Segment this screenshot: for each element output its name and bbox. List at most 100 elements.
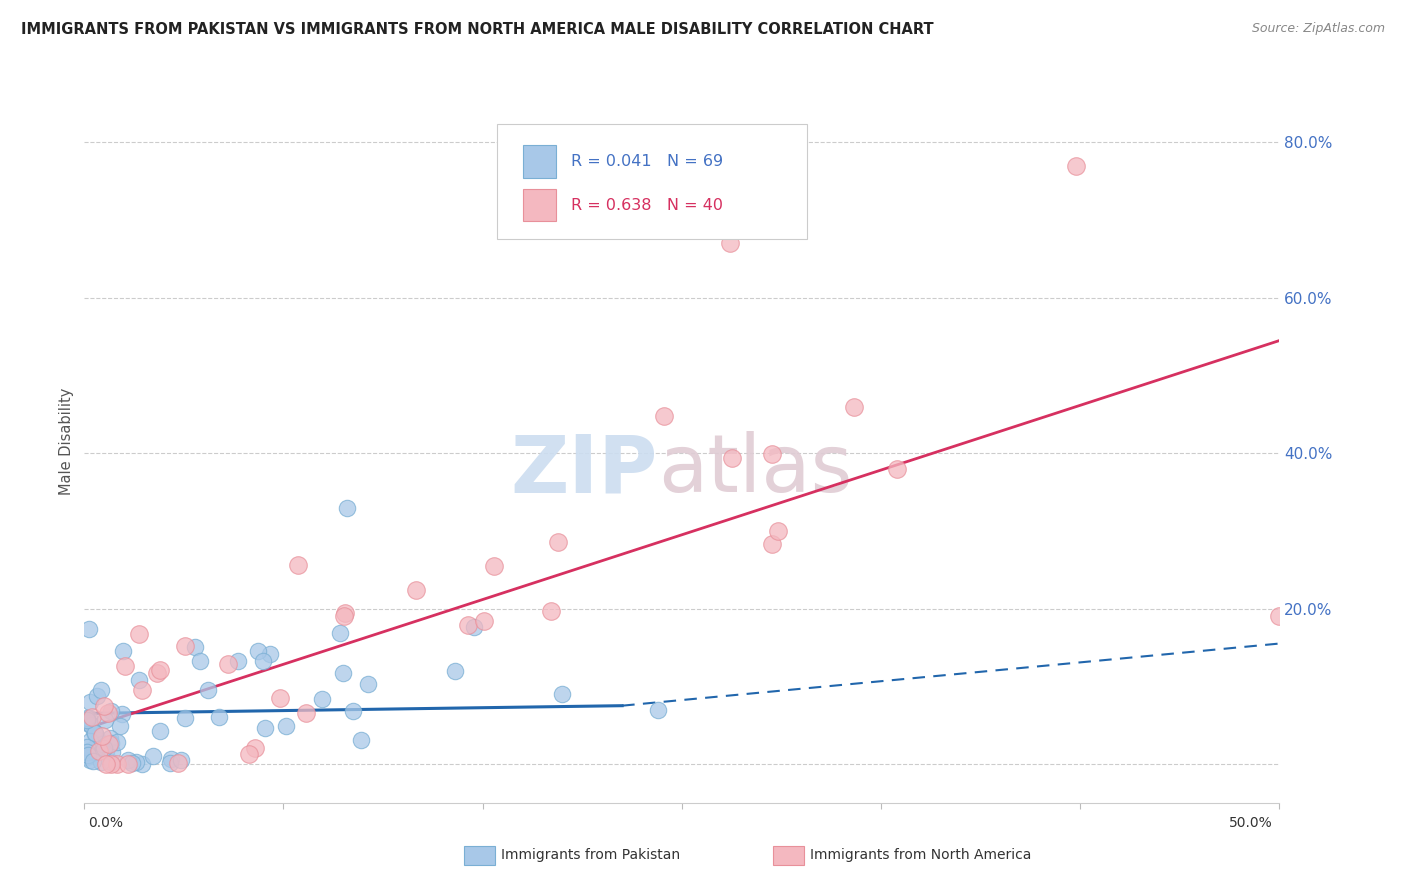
Point <box>131 683 153 698</box>
Point <box>287 558 309 572</box>
Point <box>83 725 105 739</box>
Point <box>159 756 181 771</box>
Point <box>167 756 190 771</box>
Point <box>842 400 865 414</box>
Point <box>93 698 115 713</box>
Point <box>100 745 122 759</box>
Bar <box>523 145 557 178</box>
Point <box>87 732 110 747</box>
Point <box>107 735 129 749</box>
Point <box>269 690 291 705</box>
Point <box>77 622 100 636</box>
Point <box>114 659 136 673</box>
Point <box>100 756 122 771</box>
Point <box>149 663 172 677</box>
Point <box>93 740 115 755</box>
Point <box>463 620 485 634</box>
Point <box>94 756 117 771</box>
Point <box>170 753 193 767</box>
Point <box>76 745 98 759</box>
Point <box>77 711 100 725</box>
Point <box>357 677 380 691</box>
Point <box>217 657 239 671</box>
Point <box>551 687 574 701</box>
Point <box>80 718 103 732</box>
Point <box>332 666 354 681</box>
Point <box>647 702 669 716</box>
Point <box>311 691 333 706</box>
Point <box>295 706 318 721</box>
Point <box>76 739 98 754</box>
Point <box>246 644 269 658</box>
Point <box>761 537 783 551</box>
Point <box>121 756 143 770</box>
Point <box>474 614 496 628</box>
Text: 50.0%: 50.0% <box>1229 816 1272 830</box>
Point <box>197 682 219 697</box>
FancyBboxPatch shape <box>496 124 807 239</box>
Point <box>117 753 139 767</box>
Point <box>208 710 231 724</box>
Text: IMMIGRANTS FROM PAKISTAN VS IMMIGRANTS FROM NORTH AMERICA MALE DISABILITY CORREL: IMMIGRANTS FROM PAKISTAN VS IMMIGRANTS F… <box>21 22 934 37</box>
Point <box>188 653 211 667</box>
Y-axis label: Male Disability: Male Disability <box>59 388 75 495</box>
Point <box>128 673 150 687</box>
Point <box>226 654 249 668</box>
Point <box>76 716 98 731</box>
Point <box>79 695 101 709</box>
Point <box>90 755 112 769</box>
Point <box>98 737 121 751</box>
Point <box>76 713 98 727</box>
Point <box>547 535 569 549</box>
Text: 0.0%: 0.0% <box>89 816 124 830</box>
Point <box>90 730 112 744</box>
Point <box>77 716 100 731</box>
Point <box>131 756 153 771</box>
Point <box>94 744 117 758</box>
Text: Immigrants from Pakistan: Immigrants from Pakistan <box>501 847 679 862</box>
Point <box>94 713 117 727</box>
Point <box>83 725 105 739</box>
Point <box>742 190 765 204</box>
Point <box>79 753 101 767</box>
Point <box>350 732 373 747</box>
Point <box>90 682 112 697</box>
Point <box>886 461 908 475</box>
Point <box>259 647 281 661</box>
Point <box>111 706 134 721</box>
Text: R = 0.041   N = 69: R = 0.041 N = 69 <box>571 154 723 169</box>
Text: Immigrants from North America: Immigrants from North America <box>810 847 1031 862</box>
Point <box>89 743 111 757</box>
Point <box>76 750 98 764</box>
Point <box>100 755 122 769</box>
Point <box>100 736 122 750</box>
Point <box>173 711 195 725</box>
Point <box>80 743 103 757</box>
Point <box>329 625 352 640</box>
Point <box>100 705 122 719</box>
Point <box>80 710 103 724</box>
Point <box>117 756 139 771</box>
Point <box>333 606 356 620</box>
Point <box>766 524 789 538</box>
Point <box>540 604 562 618</box>
Point <box>98 731 121 746</box>
Point <box>146 666 169 681</box>
Point <box>1066 159 1088 173</box>
Point <box>112 644 135 658</box>
Point <box>159 752 181 766</box>
Point <box>174 640 197 654</box>
Point <box>90 737 112 751</box>
Point <box>238 747 260 761</box>
Point <box>652 409 675 424</box>
Point <box>761 447 783 461</box>
Point <box>105 756 128 771</box>
Point <box>142 748 165 763</box>
Text: ZIP: ZIP <box>510 432 658 509</box>
Point <box>149 723 172 738</box>
Point <box>252 654 274 668</box>
Point <box>77 747 100 762</box>
Point <box>1268 609 1291 624</box>
Point <box>336 500 359 515</box>
Point <box>108 719 131 733</box>
